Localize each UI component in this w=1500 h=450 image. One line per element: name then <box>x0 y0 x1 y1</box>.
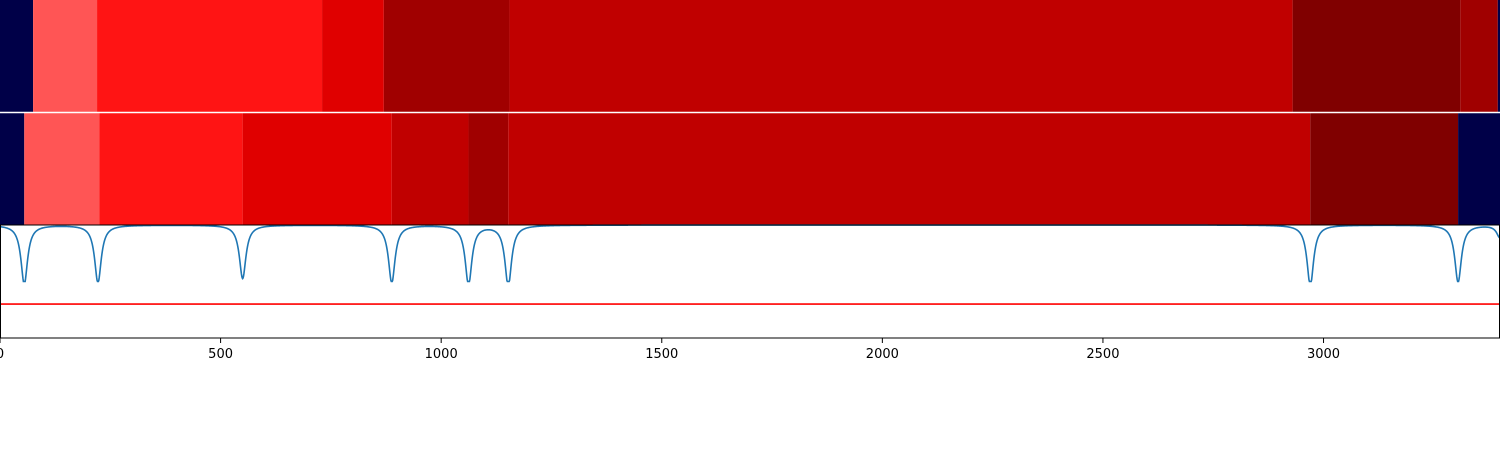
heatmap-segment <box>391 112 469 225</box>
x-tick-label: 1500 <box>645 347 678 362</box>
x-tick-label: 0 <box>0 347 4 362</box>
signal-panel <box>0 224 1500 339</box>
x-tick-label: 500 <box>208 347 233 362</box>
heatmap-segment <box>0 112 25 225</box>
heatmap-segment <box>468 112 509 225</box>
heatmap-segment <box>1460 0 1498 113</box>
x-tick-label: 1000 <box>425 347 458 362</box>
heatmap-segment <box>0 0 34 113</box>
signal-line <box>0 224 1500 283</box>
signal-panel-frame <box>0 224 1500 339</box>
heatmap-segment <box>97 0 323 113</box>
heatmap-row-1 <box>0 0 1500 113</box>
x-tick-label: 3000 <box>1307 347 1340 362</box>
heatmap-segment <box>99 112 243 225</box>
heatmap-segment <box>509 0 1293 113</box>
heatmap-segment <box>33 0 98 113</box>
heatmap-segment <box>1292 0 1461 113</box>
heatmap-segment <box>1458 112 1500 225</box>
x-axis: 0 500 1000 1500 2000 2500 3000 <box>0 338 1340 362</box>
heatmap-rows <box>0 0 1500 225</box>
heatmap-segment <box>322 0 384 113</box>
x-tick-label: 2000 <box>866 347 899 362</box>
heatmap-segment <box>508 112 1311 225</box>
heatmap-segment <box>383 0 510 113</box>
x-tick-label: 2500 <box>1086 347 1119 362</box>
heatmap-segment <box>1497 0 1500 113</box>
heatmap-row-2 <box>0 112 1500 225</box>
heatmap-segment <box>24 112 100 225</box>
heatmap-segment <box>1310 112 1459 225</box>
heatmap-segment <box>242 112 392 225</box>
